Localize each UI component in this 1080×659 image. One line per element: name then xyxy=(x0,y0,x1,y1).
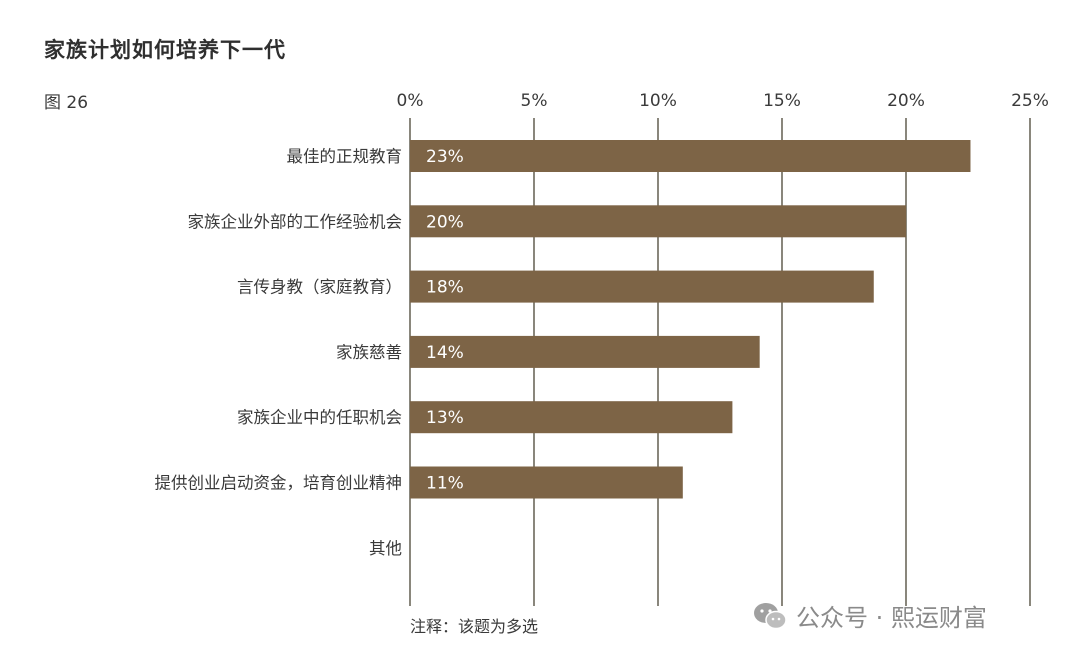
x-tick-label: 5% xyxy=(521,91,548,111)
wechat-icon xyxy=(754,602,787,629)
bar-value-label: 20% xyxy=(426,212,464,232)
bar-value-label: 14% xyxy=(426,343,464,363)
category-label: 家族企业中的任职机会 xyxy=(237,408,402,427)
category-label: 言传身教（家庭教育） xyxy=(237,278,402,297)
chart-title: 家族计划如何培养下一代 xyxy=(44,38,286,62)
x-tick-label: 15% xyxy=(763,91,801,111)
bar xyxy=(410,401,733,434)
bar-value-label: 18% xyxy=(426,278,464,298)
x-tick-label: 25% xyxy=(1011,91,1049,111)
watermark: 公众号 · 熙运财富 xyxy=(752,598,987,633)
x-tick-label: 20% xyxy=(887,91,925,111)
bar xyxy=(410,335,760,368)
x-tick-label: 10% xyxy=(639,91,677,111)
category-label: 提供创业启动资金，培育创业精神 xyxy=(155,474,403,493)
x-tick-label: 0% xyxy=(397,91,424,111)
category-label: 家族企业外部的工作经验机会 xyxy=(188,212,403,231)
bar xyxy=(410,205,906,238)
bar xyxy=(410,140,971,172)
watermark-text: 公众号 · 熙运财富 xyxy=(796,604,987,632)
bar-value-label: 11% xyxy=(426,474,464,494)
bar-value-label: 13% xyxy=(426,408,464,428)
bar-value-label: 23% xyxy=(426,147,464,167)
category-label: 其他 xyxy=(369,539,402,558)
bar xyxy=(410,270,874,303)
figure-label: 图 26 xyxy=(44,93,89,113)
category-label: 最佳的正规教育 xyxy=(287,147,403,166)
footnote: 注释：该题为多选 xyxy=(410,617,539,636)
bar xyxy=(410,466,683,499)
category-label: 家族慈善 xyxy=(336,343,402,362)
